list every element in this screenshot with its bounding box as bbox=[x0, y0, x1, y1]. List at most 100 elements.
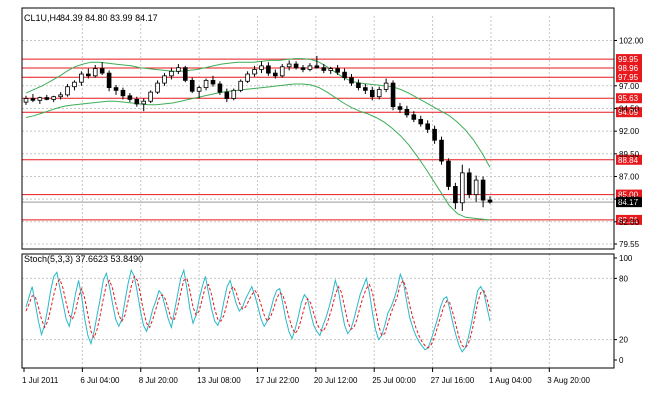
x-tick-label: 1 Aug 04:00 bbox=[489, 376, 532, 385]
stoch-y-tick-label: 0 bbox=[619, 356, 624, 365]
candle-body bbox=[473, 179, 479, 196]
stochastic bbox=[25, 268, 491, 353]
candle-body bbox=[238, 80, 243, 91]
candle-body bbox=[286, 63, 292, 68]
y-tick-label: 94.50 bbox=[619, 104, 640, 113]
level-label: 98.96 bbox=[618, 64, 639, 73]
x-tick-label: 17 Jul 22:00 bbox=[255, 376, 299, 385]
candle-body bbox=[487, 199, 493, 203]
candle-body bbox=[439, 139, 444, 162]
candle-body bbox=[369, 89, 375, 98]
candle-body bbox=[459, 172, 465, 204]
candle-body bbox=[418, 118, 424, 125]
candle-body bbox=[134, 99, 140, 105]
candle-body bbox=[328, 68, 334, 71]
bands bbox=[25, 58, 491, 221]
candle-body bbox=[23, 98, 29, 103]
axes: 1 Jul 2011 6 Jul 04:00 8 Jul 20:00 13 Jul 0… bbox=[22, 36, 644, 385]
candle-body bbox=[224, 91, 230, 99]
level-label: 88.84 bbox=[618, 156, 639, 165]
candle-body bbox=[58, 94, 63, 98]
level-label-box bbox=[616, 214, 642, 225]
candle-body bbox=[259, 65, 264, 70]
candle-body bbox=[127, 95, 133, 100]
candle-body bbox=[231, 89, 237, 99]
x-tick-label: 3 Aug 20:00 bbox=[547, 376, 590, 385]
candle-body bbox=[432, 128, 437, 141]
stoch-main-line bbox=[25, 268, 491, 353]
y-tick-label: 102.00 bbox=[619, 36, 644, 45]
candle-body bbox=[383, 82, 389, 90]
candle-body bbox=[404, 108, 410, 116]
candle-body bbox=[120, 89, 126, 97]
candle-body bbox=[176, 67, 181, 72]
candle-body bbox=[148, 91, 153, 102]
candle-body bbox=[155, 82, 160, 93]
level-label-box bbox=[616, 93, 642, 104]
level-label: 82.21 bbox=[618, 216, 639, 225]
x-tick-label: 8 Jul 20:00 bbox=[139, 376, 179, 385]
x-tick-label: 6 Jul 04:00 bbox=[80, 376, 120, 385]
candle-body bbox=[106, 72, 112, 89]
candle-body bbox=[425, 123, 430, 130]
panel-frames bbox=[21, 7, 615, 369]
x-tick-label: 1 Jul 2011 bbox=[22, 376, 59, 385]
stoch-y-tick-label: 80 bbox=[619, 274, 628, 283]
price-header-symbol: CL1U,H4 bbox=[24, 13, 61, 23]
candle-body bbox=[72, 81, 77, 88]
candle-body bbox=[65, 86, 70, 96]
level-label: 85.00 bbox=[618, 191, 639, 200]
stoch-panel-frame bbox=[21, 253, 615, 369]
candle-body bbox=[397, 106, 403, 110]
candle-body bbox=[466, 172, 472, 196]
level-label: 94.09 bbox=[618, 108, 639, 117]
x-tick-label: 20 Jul 12:00 bbox=[314, 376, 358, 385]
candle-body bbox=[356, 82, 361, 89]
y-tick-label: 79.55 bbox=[619, 240, 640, 249]
level-label-box bbox=[616, 72, 642, 83]
level-label: 95.63 bbox=[618, 94, 639, 103]
candle-body bbox=[182, 67, 188, 81]
level-label-box bbox=[616, 107, 642, 118]
lower-band-line bbox=[25, 83, 491, 221]
candle-body bbox=[335, 68, 340, 73]
candle-body bbox=[245, 73, 250, 82]
candle-body bbox=[342, 71, 347, 79]
current-price-box bbox=[616, 197, 642, 208]
y-tick-label: 92.00 bbox=[619, 127, 640, 136]
candle-body bbox=[37, 97, 43, 101]
price-header-ohlc: 84.39 84.80 83.99 84.17 bbox=[60, 13, 158, 23]
candle-body bbox=[217, 83, 223, 93]
candle-body bbox=[210, 79, 216, 85]
candle-body bbox=[44, 97, 50, 100]
stoch-y-tick-label: 100 bbox=[619, 254, 633, 263]
candle-body bbox=[363, 87, 368, 91]
stoch-signal-line bbox=[25, 275, 491, 349]
level-label-box bbox=[616, 63, 642, 74]
candle-body bbox=[79, 73, 84, 83]
x-tick-label: 13 Jul 08:00 bbox=[197, 376, 241, 385]
candle-body bbox=[446, 160, 451, 187]
level-label: 99.95 bbox=[618, 55, 639, 64]
y-tick-label: 89.50 bbox=[619, 150, 640, 159]
candle-body bbox=[252, 69, 257, 75]
level-label: 97.95 bbox=[618, 73, 639, 82]
candle-body bbox=[86, 73, 91, 77]
candle-body bbox=[169, 70, 174, 77]
price-panel-frame bbox=[21, 7, 615, 250]
candle-body bbox=[390, 82, 396, 108]
candle-body bbox=[273, 72, 278, 77]
candle-body bbox=[376, 89, 382, 98]
x-tick-label: 27 Jul 16:00 bbox=[431, 376, 475, 385]
candle-body bbox=[189, 79, 195, 92]
grid bbox=[22, 16, 614, 368]
level-label-box bbox=[616, 54, 642, 65]
level-label-box bbox=[616, 154, 642, 165]
candle-body bbox=[411, 114, 417, 120]
upper-band-line bbox=[25, 58, 491, 168]
x-tick-label: 25 Jul 00:00 bbox=[372, 376, 416, 385]
candle-body bbox=[307, 65, 313, 70]
